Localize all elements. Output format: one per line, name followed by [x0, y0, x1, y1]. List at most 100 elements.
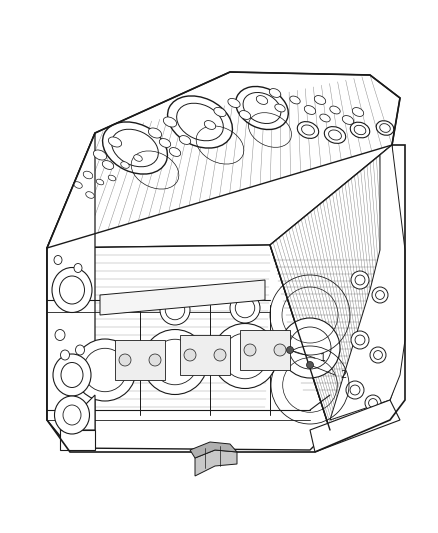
Text: 2: 2 [340, 370, 346, 380]
Ellipse shape [235, 298, 255, 318]
Ellipse shape [274, 344, 286, 356]
Ellipse shape [212, 324, 278, 389]
Polygon shape [47, 133, 95, 448]
Ellipse shape [108, 175, 116, 181]
Ellipse shape [55, 329, 65, 341]
Polygon shape [240, 330, 290, 370]
Ellipse shape [160, 295, 190, 325]
Ellipse shape [351, 331, 369, 349]
Ellipse shape [61, 362, 83, 387]
Ellipse shape [112, 129, 159, 167]
Ellipse shape [53, 354, 91, 396]
Ellipse shape [369, 399, 378, 407]
Ellipse shape [93, 150, 106, 160]
Ellipse shape [280, 318, 340, 378]
Ellipse shape [170, 148, 181, 156]
Ellipse shape [365, 395, 381, 411]
Ellipse shape [372, 287, 388, 303]
Ellipse shape [121, 161, 129, 168]
Ellipse shape [184, 349, 196, 361]
Ellipse shape [63, 405, 81, 425]
Ellipse shape [134, 155, 142, 161]
Ellipse shape [152, 339, 198, 385]
Ellipse shape [83, 171, 93, 179]
Polygon shape [47, 245, 330, 450]
Polygon shape [180, 335, 230, 375]
Polygon shape [190, 442, 237, 458]
Ellipse shape [239, 110, 251, 119]
Ellipse shape [163, 117, 177, 127]
Polygon shape [195, 450, 237, 476]
Ellipse shape [324, 127, 346, 143]
Ellipse shape [330, 106, 340, 114]
Ellipse shape [60, 350, 70, 360]
Ellipse shape [236, 86, 288, 130]
Ellipse shape [346, 381, 364, 399]
Ellipse shape [86, 192, 94, 198]
Ellipse shape [83, 348, 127, 392]
Ellipse shape [269, 88, 281, 98]
Polygon shape [60, 395, 95, 430]
Ellipse shape [60, 276, 85, 304]
Polygon shape [60, 430, 95, 450]
Ellipse shape [343, 116, 354, 124]
Ellipse shape [289, 327, 331, 369]
Ellipse shape [380, 124, 390, 132]
Ellipse shape [148, 128, 162, 138]
Ellipse shape [304, 106, 316, 115]
Ellipse shape [179, 135, 191, 144]
Ellipse shape [314, 95, 326, 104]
Ellipse shape [350, 385, 360, 395]
Ellipse shape [165, 300, 185, 320]
Text: 1: 1 [320, 353, 326, 363]
Ellipse shape [243, 93, 281, 124]
Ellipse shape [74, 339, 136, 401]
Ellipse shape [275, 104, 285, 112]
Ellipse shape [351, 271, 369, 289]
Ellipse shape [370, 347, 386, 363]
Ellipse shape [177, 103, 223, 141]
Ellipse shape [214, 349, 226, 361]
Ellipse shape [244, 344, 256, 356]
Ellipse shape [328, 130, 341, 140]
Ellipse shape [119, 354, 131, 366]
Ellipse shape [149, 354, 161, 366]
Ellipse shape [108, 137, 122, 147]
Polygon shape [270, 145, 400, 430]
Ellipse shape [75, 345, 85, 355]
Ellipse shape [374, 351, 382, 359]
Ellipse shape [204, 120, 215, 130]
Ellipse shape [354, 125, 366, 135]
Polygon shape [310, 400, 400, 452]
Ellipse shape [355, 335, 365, 345]
Ellipse shape [102, 122, 167, 174]
Ellipse shape [290, 96, 300, 104]
Ellipse shape [286, 346, 293, 353]
Ellipse shape [74, 182, 82, 188]
Ellipse shape [54, 396, 89, 434]
Ellipse shape [142, 329, 208, 394]
Ellipse shape [222, 333, 268, 379]
Ellipse shape [355, 275, 365, 285]
Ellipse shape [302, 125, 314, 135]
Ellipse shape [350, 122, 370, 138]
Ellipse shape [376, 121, 394, 135]
Ellipse shape [352, 108, 364, 116]
Polygon shape [115, 340, 165, 380]
Polygon shape [47, 72, 400, 248]
Ellipse shape [320, 114, 330, 122]
Ellipse shape [228, 99, 240, 108]
Ellipse shape [376, 290, 385, 300]
Ellipse shape [297, 122, 319, 139]
Ellipse shape [102, 160, 114, 169]
Ellipse shape [168, 96, 233, 148]
Ellipse shape [256, 95, 268, 104]
Polygon shape [100, 280, 265, 315]
Ellipse shape [74, 263, 82, 272]
Ellipse shape [214, 108, 226, 117]
Ellipse shape [52, 268, 92, 312]
Ellipse shape [54, 255, 62, 264]
Ellipse shape [159, 139, 171, 148]
Ellipse shape [307, 361, 314, 368]
Ellipse shape [96, 179, 104, 185]
